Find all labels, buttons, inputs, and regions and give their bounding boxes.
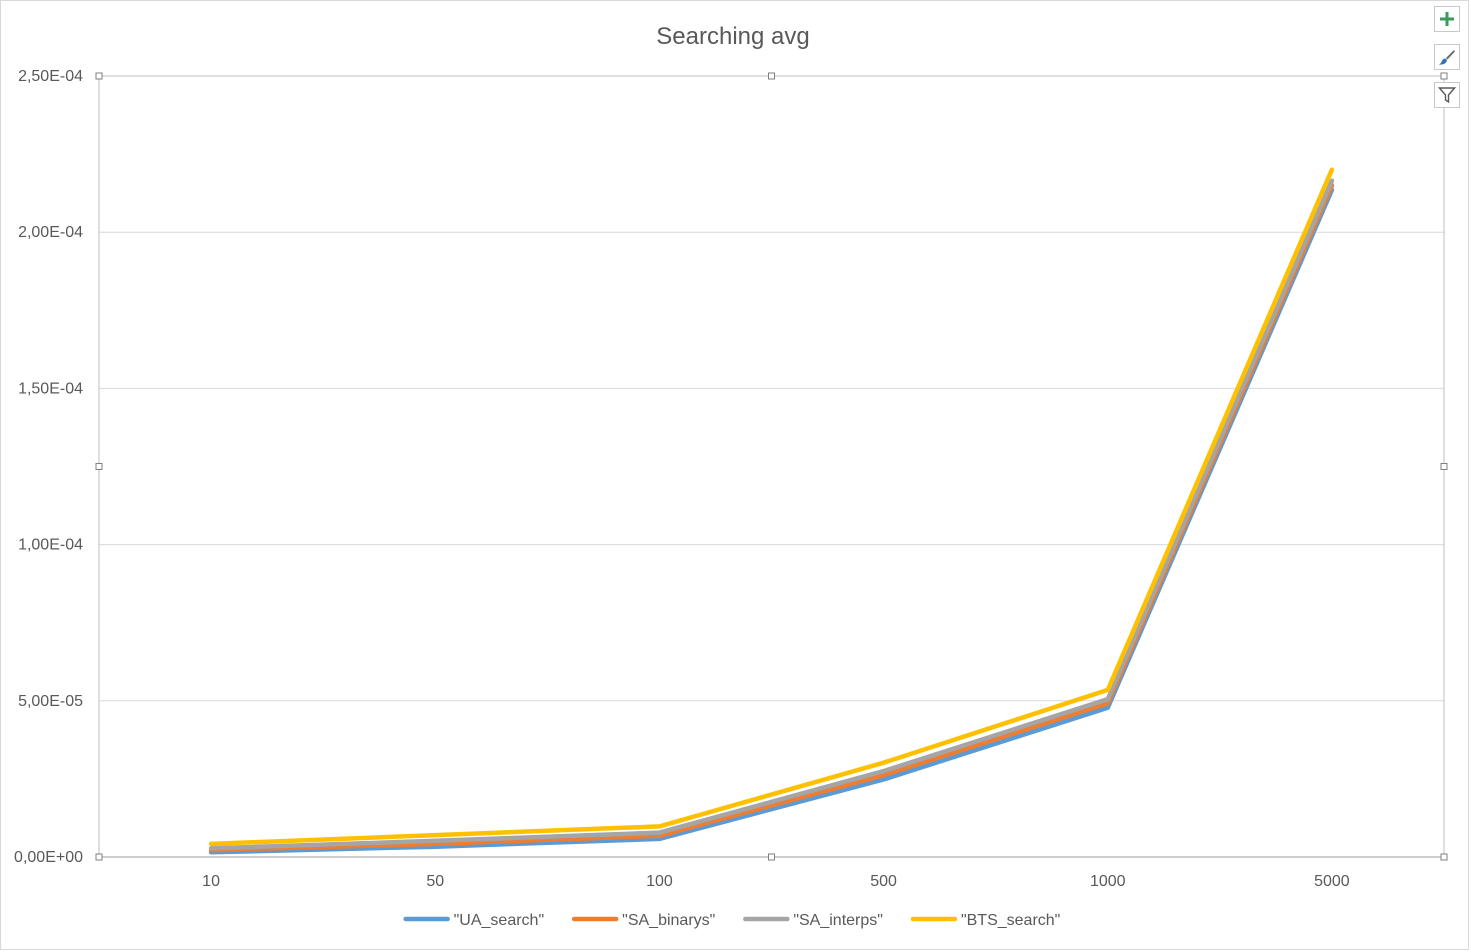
legend-item[interactable]: "UA_search" bbox=[403, 912, 545, 929]
y-tick-label: 0,00E+00 bbox=[14, 849, 83, 866]
selection-handle[interactable] bbox=[768, 72, 775, 80]
x-tick-label: 5000 bbox=[1314, 873, 1350, 890]
y-tick-label: 1,50E-04 bbox=[18, 380, 83, 397]
legend-item[interactable]: "SA_binarys" bbox=[571, 912, 715, 929]
y-tick-label: 2,00E-04 bbox=[18, 224, 83, 241]
x-tick-label: 50 bbox=[426, 873, 444, 890]
legend-label: "BTS_search" bbox=[961, 912, 1060, 929]
chart-filters-button[interactable] bbox=[1434, 82, 1460, 108]
selection-handle[interactable] bbox=[1440, 463, 1448, 470]
legend-label: "SA_binarys" bbox=[622, 912, 715, 929]
y-tick-label: 5,00E-05 bbox=[18, 693, 83, 710]
selection-handle[interactable] bbox=[95, 853, 103, 861]
chart-styles-button[interactable] bbox=[1434, 44, 1460, 70]
x-axis-tick-labels: 10 50 100 500 1000 5000 bbox=[202, 873, 1350, 890]
y-tick-label: 2,50E-04 bbox=[18, 68, 83, 85]
selection-handle[interactable] bbox=[1440, 853, 1448, 861]
series-line-0[interactable] bbox=[208, 187, 1335, 855]
selection-handle[interactable] bbox=[768, 853, 775, 861]
selection-handle[interactable] bbox=[95, 463, 103, 470]
selection-handle[interactable] bbox=[95, 72, 103, 80]
plot-area-border bbox=[98, 75, 1445, 858]
x-tick-label: 1000 bbox=[1090, 873, 1126, 890]
axes bbox=[98, 75, 1445, 858]
x-tick-label: 10 bbox=[202, 873, 220, 890]
legend-item[interactable]: "BTS_search" bbox=[910, 912, 1060, 929]
plot-area-selection-handles[interactable] bbox=[95, 72, 1448, 861]
series-lines bbox=[208, 167, 1335, 855]
legend-item[interactable]: "SA_interps" bbox=[743, 912, 883, 929]
y-tick-label: 1,00E-04 bbox=[18, 537, 83, 554]
chart-side-buttons bbox=[1434, 6, 1462, 120]
legend-label: "SA_interps" bbox=[793, 912, 883, 929]
legend-label: "UA_search" bbox=[454, 912, 545, 929]
y-axis-tick-labels: 0,00E+00 5,00E-05 1,00E-04 1,50E-04 2,00E-04… bbox=[14, 68, 83, 866]
legend[interactable]: "UA_search" "SA_binarys" "SA_interps" "BTS_… bbox=[403, 912, 1061, 929]
x-tick-label: 100 bbox=[646, 873, 673, 890]
chart-elements-button[interactable] bbox=[1434, 6, 1460, 32]
filter-icon bbox=[1438, 87, 1456, 104]
chart-title: Searching avg bbox=[656, 23, 809, 50]
selection-handle[interactable] bbox=[1440, 72, 1448, 80]
brush-icon bbox=[1439, 50, 1455, 65]
series-line-2[interactable] bbox=[208, 178, 1335, 851]
series-line-1[interactable] bbox=[208, 183, 1335, 853]
series-line-3[interactable] bbox=[208, 167, 1335, 847]
x-tick-label: 500 bbox=[870, 873, 897, 890]
plus-icon bbox=[1440, 12, 1454, 26]
